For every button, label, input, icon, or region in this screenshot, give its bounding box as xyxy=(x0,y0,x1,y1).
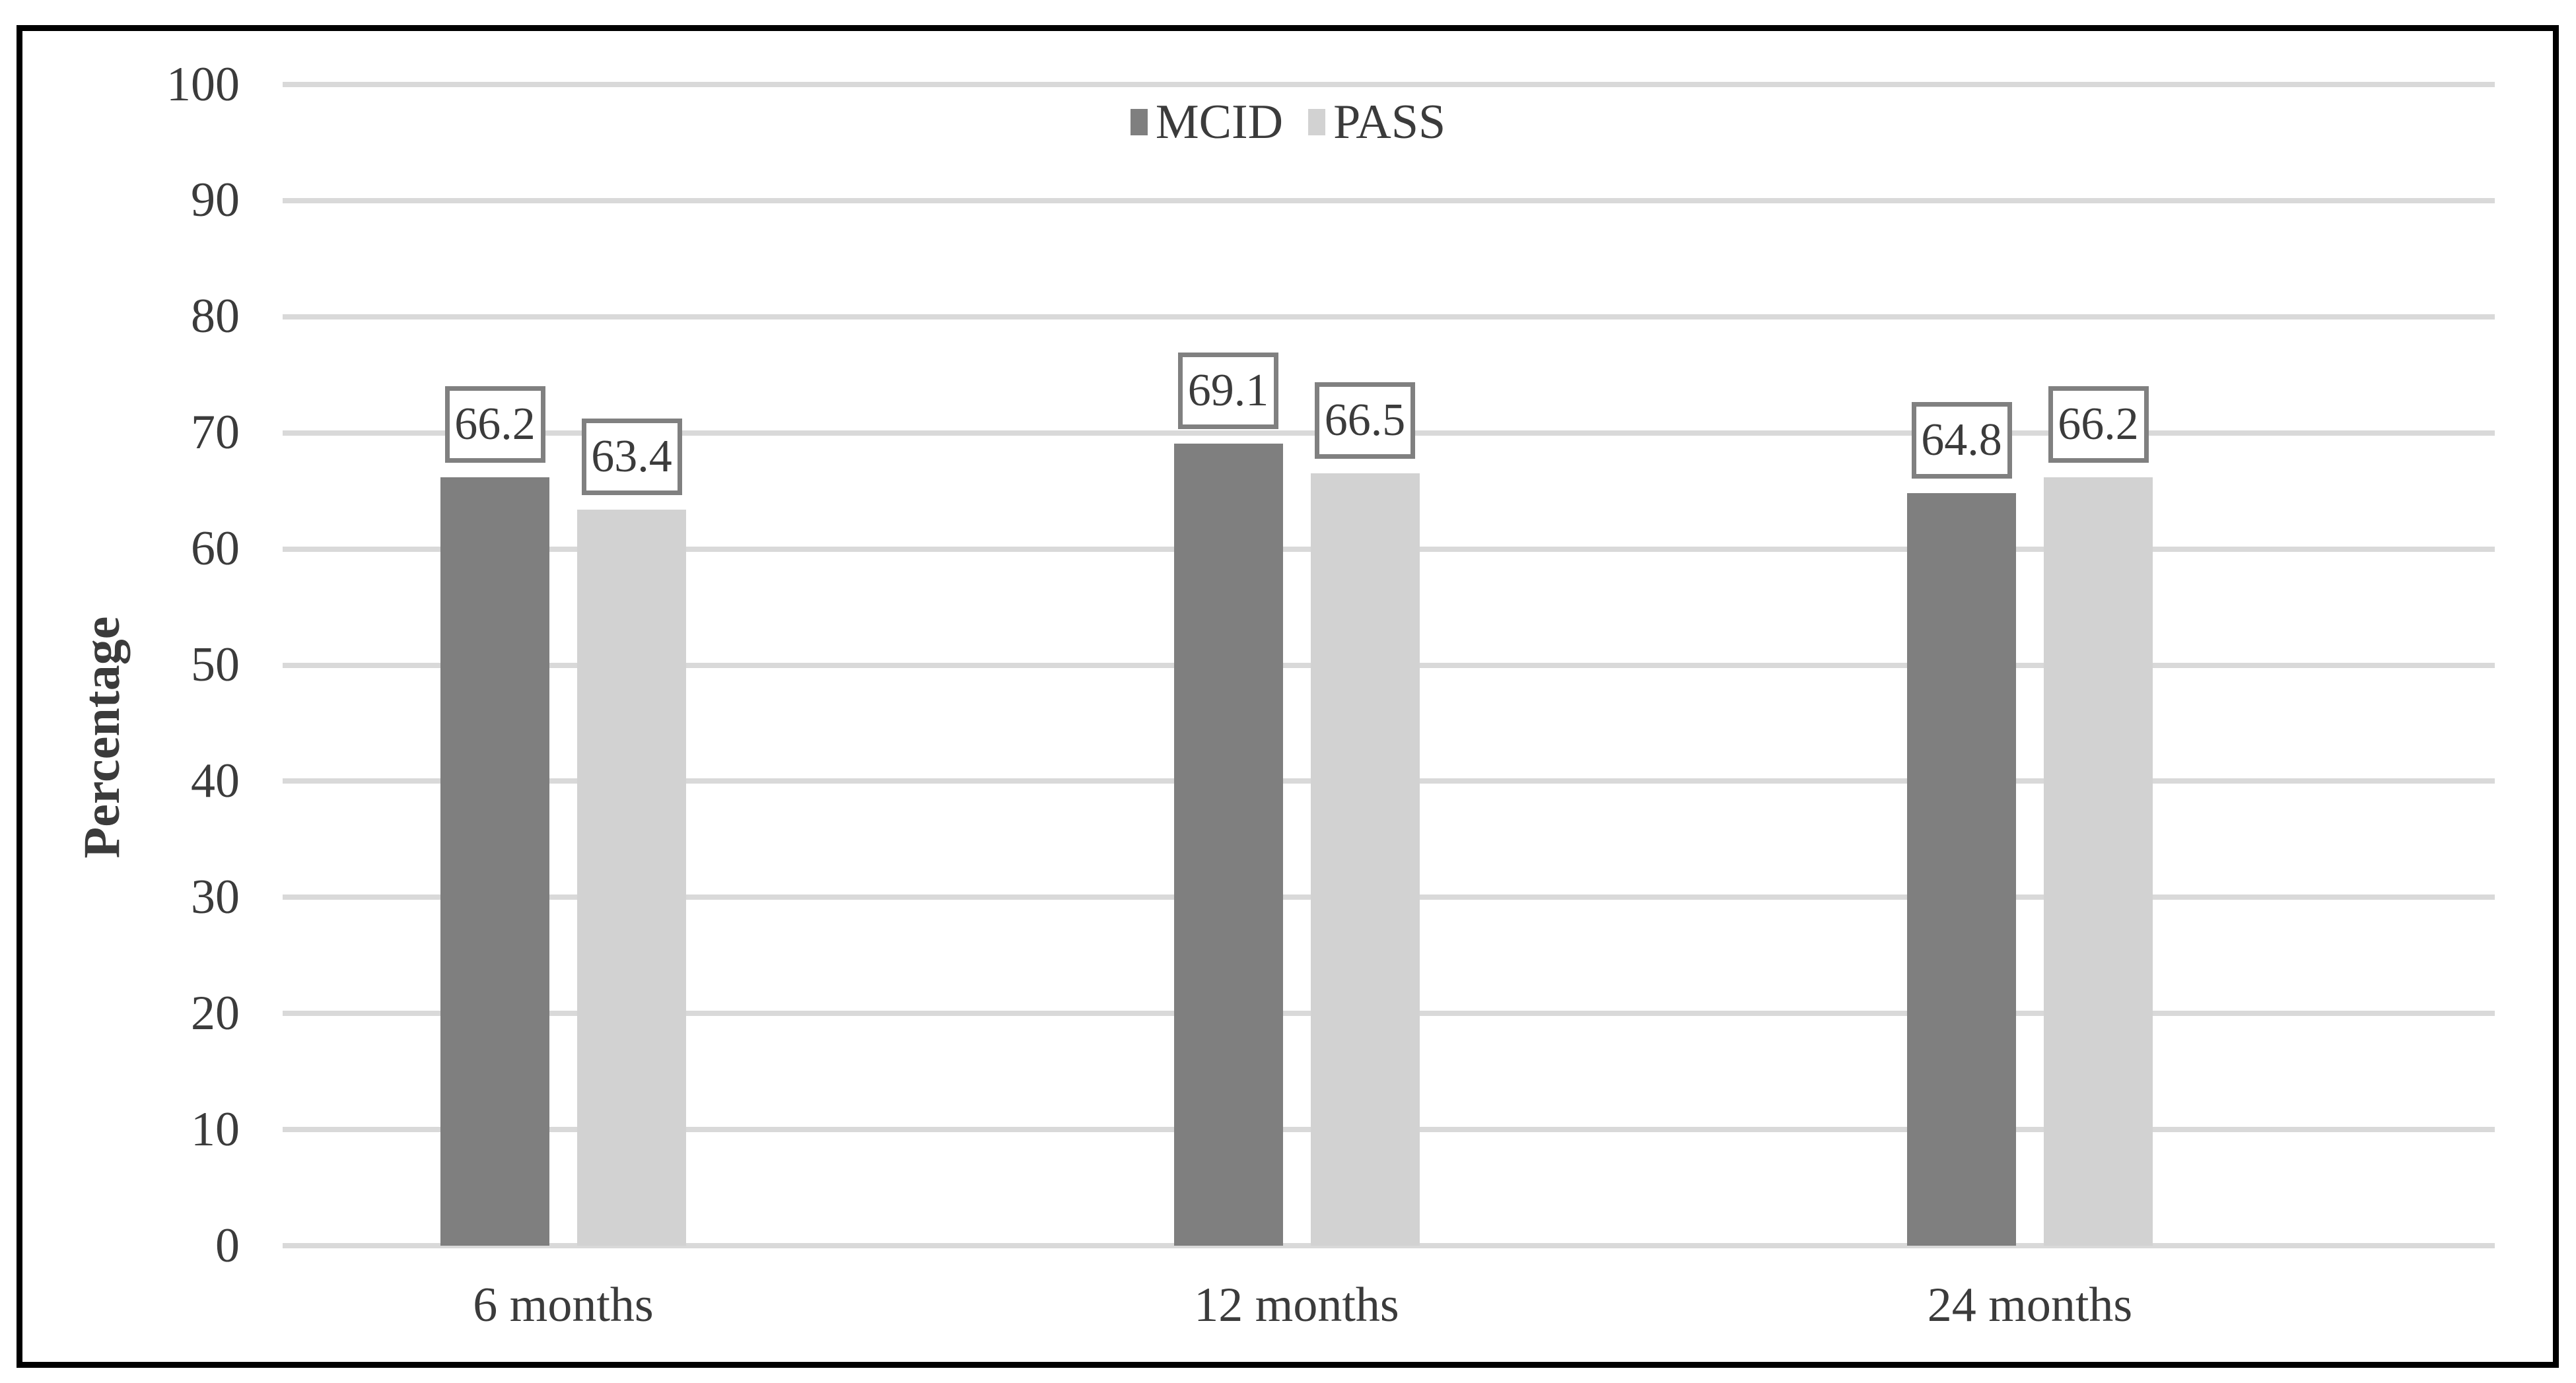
gridline-90 xyxy=(283,197,2495,203)
value-label-pass-6-months: 63.4 xyxy=(581,418,682,495)
y-tick-label-100: 100 xyxy=(166,57,240,112)
legend: MCID PASS xyxy=(0,95,2576,149)
y-tick-label-70: 70 xyxy=(191,405,240,460)
value-label-pass-24-months: 66.2 xyxy=(2048,386,2149,463)
legend-swatch-pass-icon xyxy=(1308,109,1326,135)
y-tick-label-0: 0 xyxy=(215,1218,240,1273)
bar-pass-6-months xyxy=(577,509,686,1246)
y-axis-title: Percentage xyxy=(73,616,130,859)
y-tick-label-30: 30 xyxy=(191,869,240,924)
legend-label-pass: PASS xyxy=(1333,95,1446,149)
gridline-100 xyxy=(283,82,2495,87)
gridline-80 xyxy=(283,314,2495,320)
legend-entry-pass: PASS xyxy=(1308,98,1445,147)
y-tick-label-90: 90 xyxy=(191,173,240,228)
bar-pass-24-months xyxy=(2044,477,2153,1246)
legend-swatch-mcid-icon xyxy=(1130,109,1148,135)
x-category-label-6-months: 6 months xyxy=(473,1277,654,1332)
value-label-mcid-24-months: 64.8 xyxy=(1911,402,2012,479)
y-tick-label-60: 60 xyxy=(191,522,240,576)
bar-pass-12-months xyxy=(1310,473,1420,1246)
y-tick-label-40: 40 xyxy=(191,753,240,808)
x-category-label-12-months: 12 months xyxy=(1194,1277,1399,1332)
bar-mcid-12-months xyxy=(1173,443,1283,1246)
bar-mcid-6-months xyxy=(440,477,549,1246)
legend-label-mcid: MCID xyxy=(1155,95,1284,149)
value-label-pass-12-months: 66.5 xyxy=(1315,382,1415,459)
legend-entry-mcid: MCID xyxy=(1130,95,1284,149)
y-tick-label-20: 20 xyxy=(191,986,240,1040)
y-tick-label-80: 80 xyxy=(191,289,240,344)
x-category-label-24-months: 24 months xyxy=(1927,1277,2133,1332)
value-label-mcid-6-months: 66.2 xyxy=(444,386,545,463)
bar-mcid-24-months xyxy=(1907,493,2016,1246)
y-tick-label-10: 10 xyxy=(191,1102,240,1157)
value-label-mcid-12-months: 69.1 xyxy=(1178,352,1278,429)
y-tick-label-50: 50 xyxy=(191,638,240,692)
gridline-0 xyxy=(283,1243,2495,1248)
